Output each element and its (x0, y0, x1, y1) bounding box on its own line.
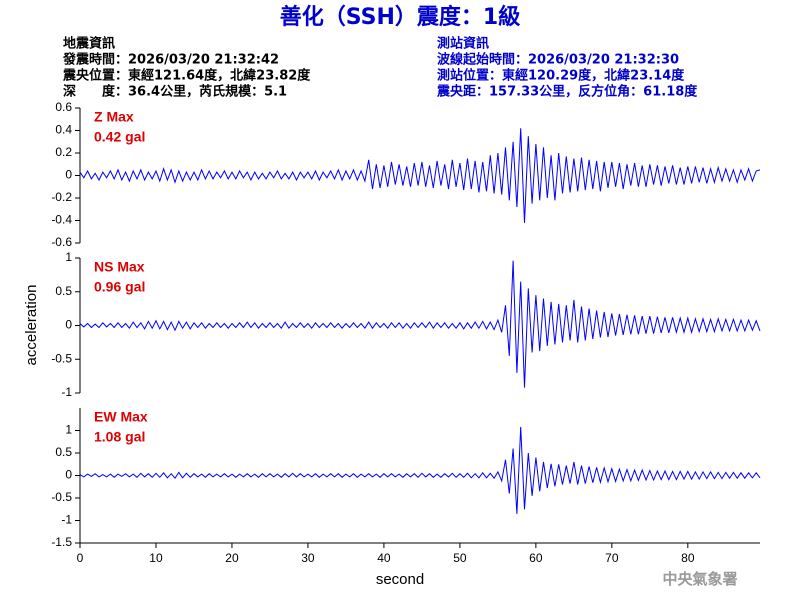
x-tick-label: 30 (301, 551, 315, 565)
max-label: 1.08 gal (94, 429, 145, 445)
y-tick-label: -1.5 (51, 535, 72, 549)
y-tick-label: 0.4 (55, 123, 72, 137)
x-tick-label: 10 (149, 551, 163, 565)
y-tick-label: -0.5 (51, 490, 72, 504)
y-tick-label: -1 (61, 513, 72, 527)
y-tick-label: -0.6 (51, 235, 72, 249)
info-line: 地震資訊 (63, 36, 115, 52)
x-tick-label: 70 (605, 551, 619, 565)
max-label: 0.42 gal (94, 129, 145, 145)
station-info: 測站資訊 波線起始時間：2026/03/20 21:32:30 測站位置：東經1… (436, 36, 698, 100)
x-tick-label: 40 (377, 551, 391, 565)
x-tick-label: 50 (453, 551, 467, 565)
y-tick-label: 0.6 (55, 100, 72, 114)
y-tick-label: 1 (65, 250, 72, 264)
y-tick-label: -1 (61, 385, 72, 399)
x-tick-label: 60 (529, 551, 543, 565)
y-tick-label: 0 (65, 168, 72, 182)
y-tick-label: -0.5 (51, 351, 72, 365)
waveform (79, 260, 761, 388)
x-tick-label: 80 (681, 551, 695, 565)
x-axis-label: second (376, 571, 424, 588)
waveform (79, 426, 761, 514)
info-line: 震央位置：東經121.64度，北緯23.82度 (62, 68, 311, 84)
y-tick-label: 1 (65, 423, 72, 437)
y-axis-label: acceleration (23, 285, 40, 366)
x-tick-label: 20 (225, 551, 239, 565)
panel-label: NS Max (94, 259, 145, 275)
panel-label: EW Max (94, 409, 148, 425)
y-tick-label: -0.4 (51, 213, 72, 227)
footer: 中央氣象署 (662, 570, 737, 588)
chart-title: 善化（SSH）震度：1級 (280, 4, 520, 30)
info-line: 測站資訊 (437, 36, 489, 52)
quake-info: 地震資訊 發震時間：2026/03/20 21:32:42 震央位置：東經121… (62, 36, 311, 100)
x-tick-label: 0 (77, 551, 84, 565)
info-line: 測站位置：東經120.29度，北緯23.14度 (437, 68, 685, 84)
info-line: 震央距：157.33公里，反方位角：61.18度 (436, 84, 698, 100)
y-tick-label: 0 (65, 318, 72, 332)
y-tick-label: 0 (65, 468, 72, 482)
waveform (79, 128, 761, 223)
info-line: 深 度：36.4公里，芮氏規模：5.1 (63, 84, 287, 100)
y-tick-label: 0.2 (55, 145, 72, 159)
y-tick-label: 0.5 (55, 284, 72, 298)
y-tick-label: -0.2 (51, 190, 72, 204)
max-label: 0.96 gal (94, 279, 145, 295)
panel-label: Z Max (94, 109, 134, 125)
y-tick-label: 0.5 (55, 445, 72, 459)
info-line: 發震時間：2026/03/20 21:32:42 (62, 52, 279, 68)
info-line: 波線起始時間：2026/03/20 21:32:30 (437, 52, 679, 68)
